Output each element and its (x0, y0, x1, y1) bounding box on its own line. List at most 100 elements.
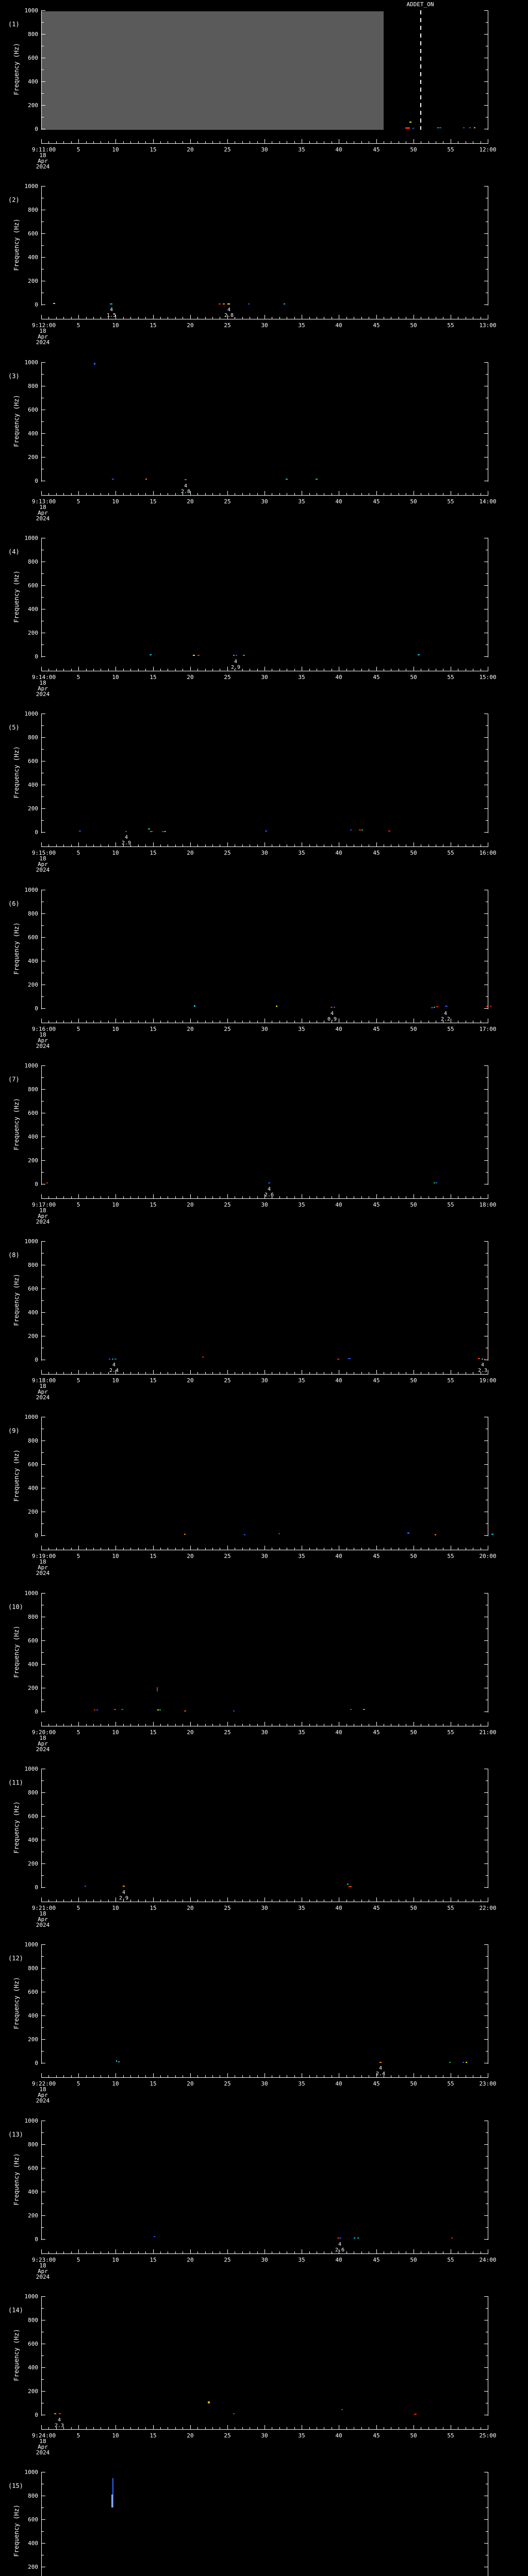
x-tick-label: 45 (373, 850, 380, 857)
panel-14: 0 200 400 600 800 1000 Frequency (Hz) (14) 5 10 15… (0, 2286, 528, 2462)
x-tick-label: 40 (335, 1905, 342, 1911)
end-time-label: 24:00 (479, 2256, 497, 2263)
x-tick-label: 10 (112, 850, 119, 857)
end-time-label: 18:00 (479, 1201, 497, 1208)
date-label: 2024 (36, 1394, 50, 1401)
y-tick (486, 1148, 488, 1149)
x-tick (197, 493, 198, 495)
end-time-label: 22:00 (479, 1905, 497, 1911)
x-tick (108, 2075, 109, 2078)
x-tick (197, 1372, 198, 1375)
y-tick-label: 1000 (24, 886, 39, 893)
x-tick (71, 1548, 72, 1550)
x-tick (205, 1900, 206, 1902)
y-tick (42, 948, 44, 950)
date-label: Apr (38, 2443, 48, 2450)
x-tick (346, 668, 347, 671)
y-tick (484, 1887, 488, 1888)
x-tick (138, 317, 139, 319)
x-tick (138, 844, 139, 847)
x-tick (93, 493, 94, 495)
x-tick-label: 40 (335, 498, 342, 505)
y-tick-label: 200 (28, 278, 38, 285)
y-tick-label: 400 (28, 782, 38, 789)
x-tick (212, 1196, 213, 1198)
x-tick-label: 15 (150, 322, 157, 329)
panel-index-label: (1) (8, 21, 20, 28)
x-tick-label: 15 (150, 1377, 157, 1384)
x-tick (175, 1372, 176, 1375)
y-tick (486, 2156, 488, 2157)
x-tick (56, 1196, 57, 1198)
x-tick (108, 1900, 109, 1902)
x-tick (71, 1020, 72, 1023)
x-tick (257, 2427, 258, 2429)
y-tick (486, 2308, 488, 2309)
y-tick-label: 800 (28, 1086, 38, 1093)
x-tick (309, 1372, 310, 1375)
event-dot (330, 1006, 333, 1008)
x-tick (197, 2075, 198, 2078)
x-tick (242, 1900, 243, 1902)
x-tick (86, 493, 87, 495)
y-tick (486, 573, 488, 574)
y-tick (42, 1452, 44, 1453)
x-tick (153, 1721, 154, 1726)
x-tick (175, 668, 176, 671)
x-tick (138, 1900, 139, 1902)
x-tick (130, 2251, 131, 2253)
x-tick-label: 50 (410, 1553, 417, 1560)
event-dot (161, 831, 163, 832)
y-tick (42, 996, 44, 997)
event-dot (123, 1886, 125, 1887)
x-tick (160, 493, 161, 495)
frequency-axis-label: Frequency (Hz) (13, 1625, 20, 1678)
x-tick (41, 139, 42, 143)
event-annotation-line1: 4 (234, 658, 238, 665)
x-tick (130, 1020, 131, 1023)
x-tick (257, 141, 258, 143)
end-time-label: 13:00 (479, 322, 497, 329)
x-tick (361, 1020, 362, 1023)
event-annotation-line2: 2.6 (264, 1192, 274, 1198)
y-tick-label: 600 (28, 2164, 38, 2172)
x-tick (227, 139, 228, 143)
x-tick (346, 844, 347, 847)
event-annotation-line2: 1.5 (106, 313, 117, 319)
event-dot (439, 127, 441, 129)
x-tick (242, 2427, 243, 2429)
x-tick (294, 2251, 295, 2253)
y-tick (42, 2051, 44, 2052)
y-tick (42, 2531, 44, 2532)
x-tick (309, 141, 310, 143)
x-tick-label: 35 (298, 146, 305, 153)
date-label: 2024 (36, 339, 50, 346)
x-tick-label: 35 (298, 2080, 305, 2088)
y-axis-left (41, 889, 42, 1009)
x-tick-label: 55 (447, 1377, 454, 1384)
x-tick (309, 1723, 310, 1726)
x-tick (212, 493, 213, 495)
y-tick (484, 2543, 488, 2544)
event-dot (193, 1005, 195, 1007)
x-tick (153, 2073, 154, 2078)
panel-index-label: (12) (8, 1955, 23, 1962)
x-tick-label: 10 (112, 1728, 119, 1736)
y-tick-label: 0 (35, 2411, 38, 2418)
date-label: 2024 (36, 515, 50, 522)
date-label: 18 (39, 328, 46, 335)
x-tick (190, 1721, 191, 1726)
x-tick (190, 1546, 191, 1550)
end-time-label: 15:00 (479, 673, 497, 681)
x-tick (86, 668, 87, 671)
x-tick (93, 668, 94, 671)
y-tick (484, 2039, 488, 2040)
x-tick-label: 25 (224, 322, 231, 329)
x-tick-label: 40 (335, 2256, 342, 2263)
x-tick (138, 1196, 139, 1198)
x-tick-label: 55 (447, 1553, 454, 1560)
x-tick (346, 1196, 347, 1198)
x-tick-label: 15 (150, 1728, 157, 1736)
x-tick-label: 30 (261, 1728, 268, 1736)
x-tick (346, 2075, 347, 2078)
